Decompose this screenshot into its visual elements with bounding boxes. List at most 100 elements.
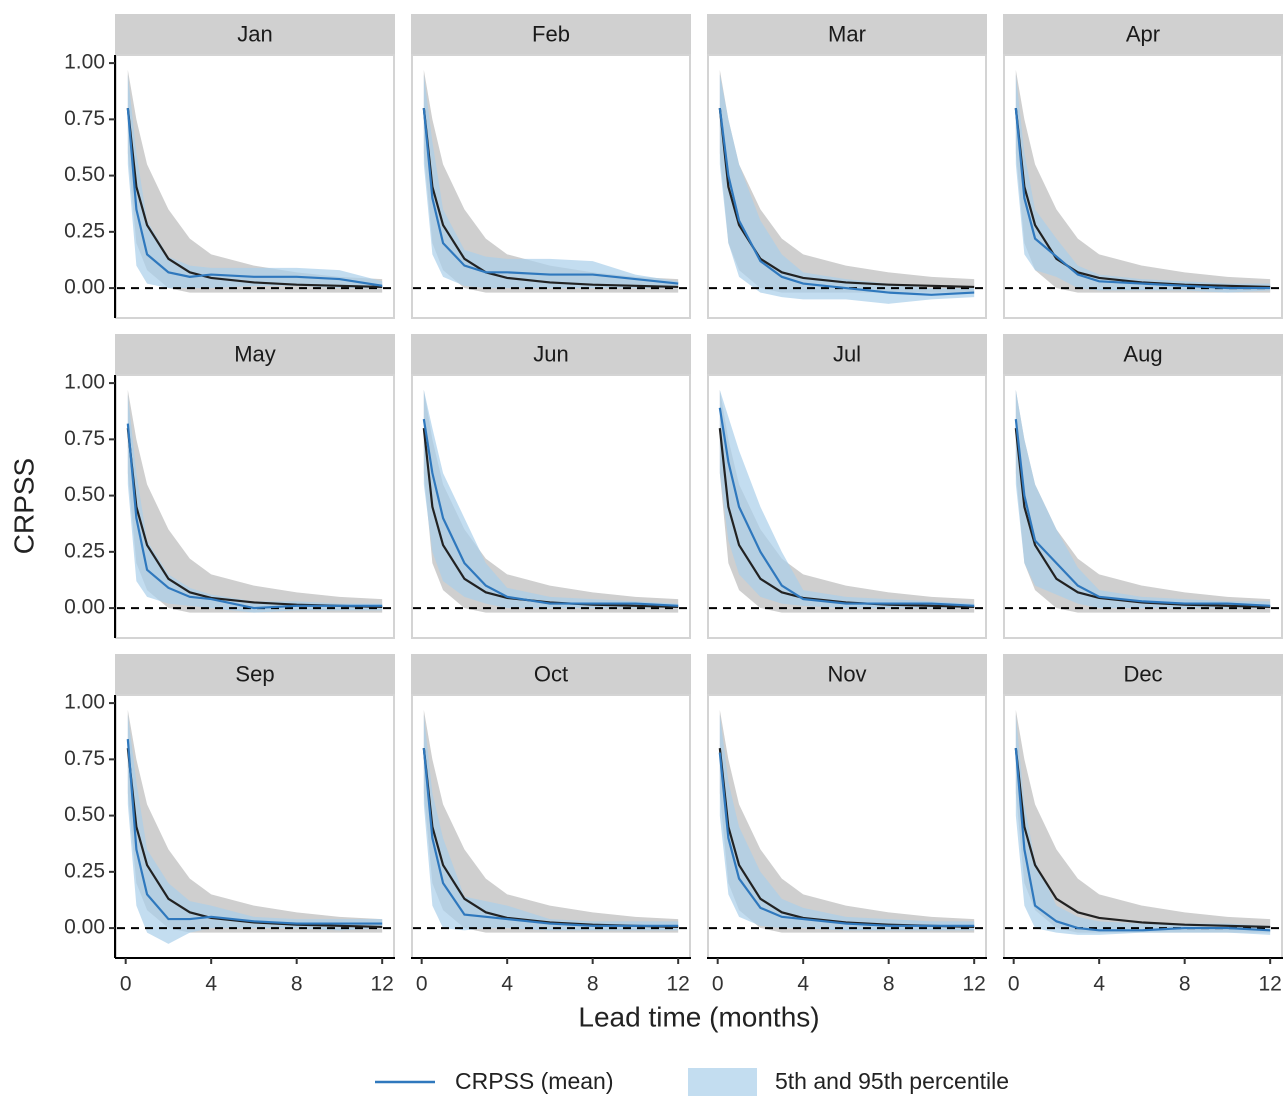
x-tick-label: 4	[205, 973, 217, 996]
strip-title: Nov	[827, 661, 866, 686]
x-tick-label: 12	[370, 973, 393, 996]
mean-line	[126, 423, 383, 610]
percentile-band	[423, 714, 679, 931]
strip	[1003, 654, 1283, 695]
strip-title: Mar	[828, 21, 866, 46]
mean-line	[422, 747, 679, 927]
mean-line	[718, 407, 975, 607]
x-tick-label: 0	[120, 973, 132, 996]
reference-mean-line	[422, 107, 679, 289]
x-tick-label: 12	[1258, 973, 1281, 996]
reference-band	[719, 389, 975, 613]
percentile-band	[719, 74, 975, 304]
panel-border	[1003, 374, 1283, 639]
x-tick-label: 0	[1008, 973, 1020, 996]
y-tick-label: 1.00	[64, 51, 105, 74]
y-tick-label: 0.00	[64, 916, 105, 939]
mean-line	[422, 418, 679, 607]
strip-title: Dec	[1123, 661, 1162, 686]
x-tick-label: 0	[416, 973, 428, 996]
reference-mean-line	[126, 747, 383, 929]
x-tick-label: 8	[1179, 973, 1191, 996]
y-tick-label: 1.00	[64, 691, 105, 714]
y-tick-label: 0.75	[64, 107, 105, 130]
mean-line	[422, 107, 679, 285]
panel-border	[411, 374, 691, 639]
strip-title: Sep	[235, 661, 274, 686]
strip-title: Apr	[1126, 21, 1160, 46]
legend-label: 5th and 95th percentile	[775, 1068, 1009, 1094]
y-tick-label: 0.25	[64, 859, 105, 882]
reference-mean-line	[1014, 107, 1271, 289]
x-tick-label: 8	[883, 973, 895, 996]
percentile-band	[1015, 74, 1271, 293]
panel-border	[707, 374, 987, 639]
strip	[411, 334, 691, 375]
reference-band	[423, 389, 679, 613]
x-tick-label: 8	[587, 973, 599, 996]
y-tick-label: 1.00	[64, 371, 105, 394]
reference-mean-line	[1014, 427, 1271, 609]
mean-line	[1014, 418, 1271, 607]
reference-mean-line	[422, 427, 679, 609]
percentile-band	[1015, 714, 1271, 935]
reference-mean-line	[1014, 747, 1271, 929]
x-tick-label: 12	[962, 973, 985, 996]
x-tick-label: 8	[291, 973, 303, 996]
mean-line	[1014, 107, 1271, 290]
strip	[411, 14, 691, 55]
percentile-band	[127, 714, 383, 944]
mean-line	[1014, 748, 1271, 932]
mean-line	[126, 739, 383, 925]
y-tick-label: 0.75	[64, 747, 105, 770]
reference-mean-line	[718, 427, 975, 609]
panel-border	[1003, 54, 1283, 319]
x-tick-label: 4	[797, 973, 809, 996]
panel-border	[707, 54, 987, 319]
strip	[115, 654, 395, 695]
strip-title: Jun	[533, 341, 568, 366]
y-tick-label: 0.50	[64, 483, 105, 506]
strip-title: Feb	[532, 21, 570, 46]
mean-line	[718, 107, 975, 296]
strip	[1003, 334, 1283, 375]
strip	[1003, 14, 1283, 55]
x-tick-label: 4	[1093, 973, 1105, 996]
strip	[411, 654, 691, 695]
strip	[115, 14, 395, 55]
x-tick-label: 12	[666, 973, 689, 996]
strip-title: Aug	[1123, 341, 1162, 366]
percentile-band	[127, 394, 383, 613]
x-tick-label: 0	[712, 973, 724, 996]
y-tick-label: 0.50	[64, 803, 105, 826]
y-tick-label: 0.25	[64, 219, 105, 242]
mean-line	[126, 108, 383, 287]
strip	[115, 334, 395, 375]
legend-swatch-band	[688, 1068, 757, 1096]
y-tick-label: 0.25	[64, 539, 105, 562]
strip-title: Jul	[833, 341, 861, 366]
legend-label: CRPSS (mean)	[455, 1068, 613, 1094]
percentile-band	[423, 74, 679, 289]
strip-title: Oct	[534, 661, 568, 686]
y-tick-label: 0.00	[64, 596, 105, 619]
y-tick-label: 0.75	[64, 427, 105, 450]
x-axis-title: Lead time (months)	[578, 1001, 819, 1032]
y-axis-title: CRPSS	[8, 458, 39, 554]
reference-band	[1015, 389, 1271, 613]
reference-mean-line	[718, 107, 975, 289]
reference-band	[1015, 709, 1271, 933]
strip	[707, 14, 987, 55]
strip-title: Jan	[237, 21, 272, 46]
strip	[707, 654, 987, 695]
strip	[707, 334, 987, 375]
percentile-band	[127, 74, 383, 289]
panel-border	[411, 54, 691, 319]
y-tick-label: 0.00	[64, 276, 105, 299]
mean-line	[718, 752, 975, 927]
strip-title: May	[234, 341, 276, 366]
percentile-band	[719, 714, 975, 931]
x-tick-label: 4	[501, 973, 513, 996]
percentile-band	[1015, 389, 1271, 609]
